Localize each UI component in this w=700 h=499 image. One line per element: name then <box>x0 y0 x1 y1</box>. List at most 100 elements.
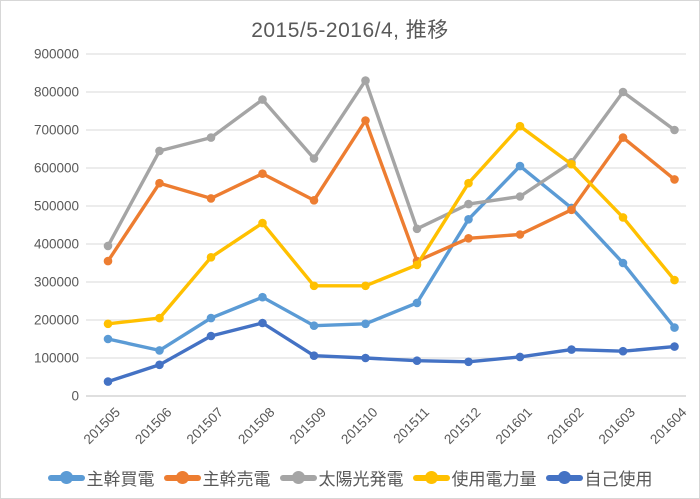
data-point-marker <box>412 260 422 270</box>
data-point-marker <box>258 318 267 328</box>
data-point-marker <box>103 377 113 386</box>
data-point-marker <box>155 360 164 370</box>
legend-item: 使用電力量 <box>412 465 537 490</box>
legend-label: 使用電力量 <box>451 470 537 489</box>
legend-label: 主幹買電 <box>86 470 155 489</box>
legend-line-marker-icon <box>412 471 450 484</box>
legend: 主幹買電 主幹売電 太陽光発電 使用電力量 自己使用 <box>1 465 699 490</box>
data-point-marker <box>618 213 628 222</box>
data-point-marker <box>361 116 370 125</box>
data-point-marker <box>412 224 422 234</box>
series-line <box>106 321 677 384</box>
data-point-marker <box>103 319 113 329</box>
data-point-marker <box>464 178 473 188</box>
data-point-marker <box>103 334 113 344</box>
series-line <box>106 118 677 263</box>
data-point-marker <box>206 194 216 203</box>
x-tick-label: 201604 <box>647 404 690 447</box>
data-point-marker <box>309 154 319 163</box>
data-point-marker <box>670 125 679 135</box>
data-point-marker <box>670 175 679 184</box>
legend-label: 主幹売電 <box>202 470 271 489</box>
data-point-marker <box>670 342 679 351</box>
x-tick-label: 201512 <box>441 405 483 447</box>
x-tick-label: 201601 <box>493 405 535 447</box>
data-point-marker <box>309 281 319 291</box>
data-point-marker <box>361 281 370 291</box>
x-tick-label: 201505 <box>81 405 123 447</box>
legend-line-marker-icon <box>47 471 85 484</box>
legend-label: 太陽光発電 <box>318 470 404 489</box>
data-point-marker <box>309 196 319 205</box>
x-tick-label: 201508 <box>235 405 277 447</box>
y-tick-label: 0 <box>71 389 79 404</box>
data-point-marker <box>258 95 267 104</box>
data-point-marker <box>103 241 113 251</box>
data-point-marker <box>515 121 525 131</box>
data-point-marker <box>155 346 164 355</box>
data-point-marker <box>258 218 267 228</box>
data-point-marker <box>618 133 628 142</box>
data-point-marker <box>155 313 164 323</box>
x-tick-label: 201506 <box>132 405 174 447</box>
y-tick-label: 600000 <box>34 161 79 176</box>
data-point-marker <box>103 256 113 266</box>
data-point-marker <box>361 76 370 85</box>
legend-line-marker-icon <box>279 471 317 484</box>
y-tick-label: 300000 <box>34 275 79 290</box>
y-tick-label: 400000 <box>34 237 79 252</box>
y-tick-label: 200000 <box>34 313 79 328</box>
legend-line-marker-icon <box>545 471 583 484</box>
data-point-marker <box>567 205 576 215</box>
data-point-marker <box>309 321 319 331</box>
data-point-marker <box>567 345 576 354</box>
legend-line-marker-icon <box>163 471 201 484</box>
data-point-marker <box>515 192 525 201</box>
data-point-marker <box>309 351 319 361</box>
chart-title: 2015/5-2016/4, 推移 <box>251 19 449 42</box>
data-point-marker <box>464 199 473 209</box>
data-point-marker <box>361 353 370 363</box>
data-point-marker <box>258 169 267 178</box>
data-point-marker <box>670 275 679 285</box>
data-point-marker <box>412 356 422 366</box>
y-tick-label: 100000 <box>34 351 79 366</box>
data-point-marker <box>155 146 164 156</box>
y-tick-label: 500000 <box>34 199 79 214</box>
data-point-marker <box>155 178 164 188</box>
data-point-marker <box>206 331 216 341</box>
y-tick-label: 700000 <box>34 123 79 138</box>
data-point-marker <box>206 133 216 142</box>
data-point-marker <box>206 313 216 323</box>
legend-item: 自己使用 <box>545 465 653 490</box>
x-tick-label: 201511 <box>390 405 432 447</box>
series-line <box>106 78 677 248</box>
data-point-marker <box>670 323 679 332</box>
data-point-marker <box>412 298 422 308</box>
legend-item: 太陽光発電 <box>279 465 404 490</box>
data-point-marker <box>515 230 525 239</box>
legend-item: 主幹売電 <box>163 465 271 490</box>
data-point-marker <box>567 159 576 169</box>
x-tick-label: 201602 <box>544 405 586 447</box>
legend-item: 主幹買電 <box>47 465 155 490</box>
data-point-marker <box>618 346 628 356</box>
data-point-marker <box>515 352 525 362</box>
x-tick-label: 201507 <box>184 405 226 447</box>
x-tick-label: 201509 <box>287 405 329 447</box>
legend-label: 自己使用 <box>584 470 653 489</box>
series-line <box>106 124 677 326</box>
y-tick-label: 900000 <box>34 47 79 62</box>
data-point-marker <box>618 87 628 97</box>
data-point-marker <box>464 215 473 224</box>
x-tick-label: 201510 <box>338 405 380 447</box>
data-point-marker <box>515 161 525 171</box>
data-point-marker <box>361 319 370 329</box>
data-point-marker <box>464 357 473 367</box>
data-point-marker <box>206 252 216 262</box>
y-tick-label: 800000 <box>34 85 79 100</box>
x-tick-label: 201603 <box>596 405 638 447</box>
data-point-marker <box>618 258 628 268</box>
